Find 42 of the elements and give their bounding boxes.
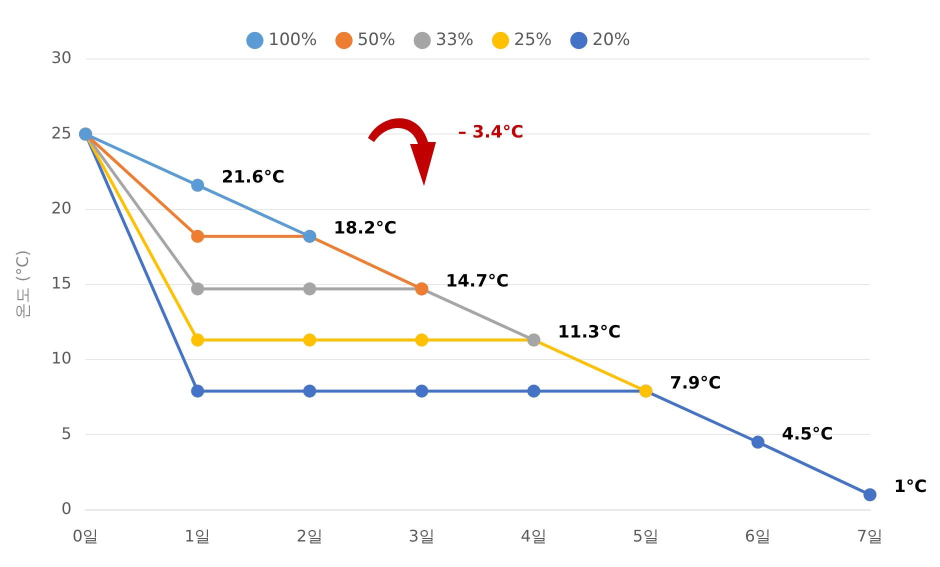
y-tick-label: 10 (51, 348, 72, 368)
annotation: 21.6°C (222, 168, 285, 188)
legend-label: 25% (514, 30, 552, 50)
y-axis-title: 온도 (°C) (12, 250, 32, 319)
y-tick-label: 5 (61, 424, 72, 443)
point (415, 384, 428, 398)
annotation: 7.9°C (670, 374, 721, 394)
point (415, 334, 428, 346)
x-tick-label: 0일 (72, 526, 99, 546)
annotation: 4.5°C (782, 424, 834, 445)
y-tick-label: 15 (51, 274, 72, 293)
annotation: 18.2°C (334, 218, 397, 239)
point (303, 334, 316, 346)
x-tick-label: 5일 (632, 526, 659, 546)
point (864, 488, 876, 502)
point (303, 384, 316, 398)
legend-label: 20% (592, 30, 630, 50)
legend-label: 33% (436, 30, 474, 50)
annotation: 14.7°C (446, 271, 509, 292)
x-tick-label: 3일 (408, 526, 435, 546)
point (191, 334, 204, 346)
x-tick-label: 2일 (296, 526, 323, 546)
y-tick-label: 30 (51, 48, 72, 68)
legend-label: 100% (268, 30, 317, 50)
annotation: – 3.4°C (458, 122, 524, 142)
x-tick-label: 6일 (744, 526, 772, 546)
x-tick-label: 1일 (184, 526, 211, 546)
point (191, 384, 204, 398)
annotation: 11.3°C (558, 322, 621, 342)
x-tick-label: 4일 (520, 526, 547, 546)
point (303, 282, 316, 296)
point (191, 282, 204, 296)
annotation: 1°C (894, 477, 927, 498)
point (191, 230, 204, 243)
y-tick-label: 25 (51, 123, 72, 142)
point (751, 436, 764, 449)
y-tick-label: 20 (51, 198, 72, 218)
x-tick-label: 7일 (856, 526, 884, 546)
point (191, 178, 204, 192)
y-tick-label: 0 (61, 498, 72, 518)
legend-label: 50% (357, 30, 396, 50)
point (527, 384, 540, 398)
